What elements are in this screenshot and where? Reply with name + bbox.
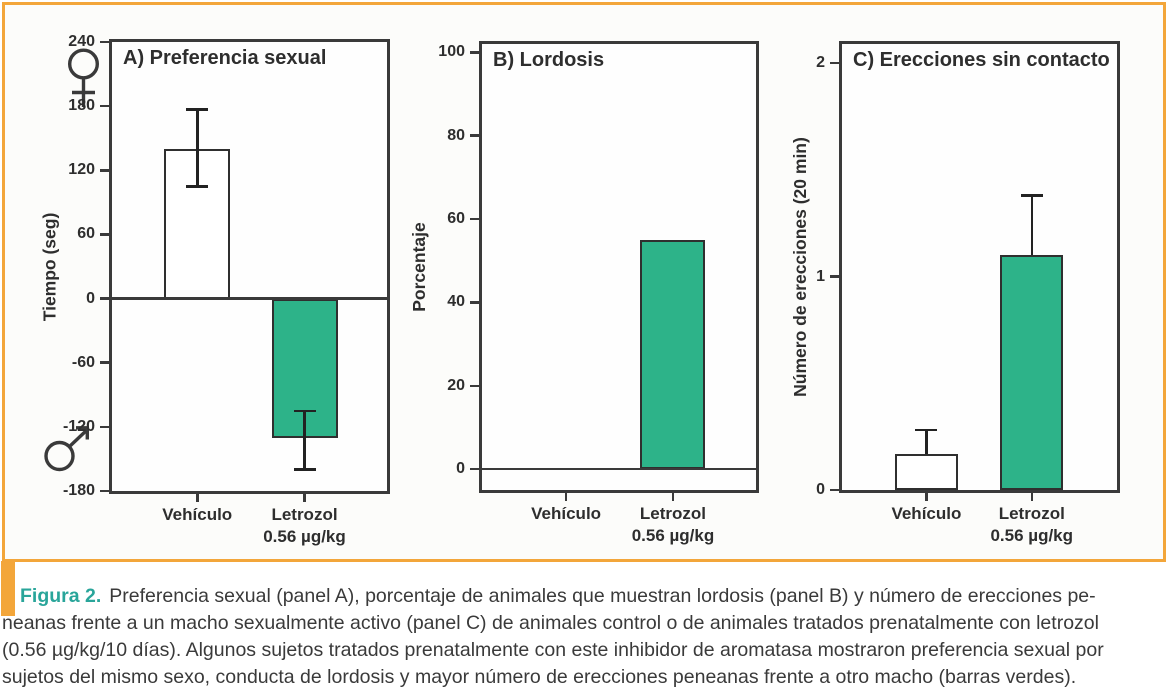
caption-line: neanas frente a un macho sexualmente act… — [2, 612, 1099, 634]
caption-line: (0.56 µg/kg/10 días). Algunos sujetos tr… — [2, 639, 1104, 661]
error-bar-cap — [293, 468, 316, 471]
x-tick-label: 0.56 µg/kg — [263, 527, 346, 546]
x-tick-label: Letrozol — [639, 504, 707, 523]
y-tick — [100, 104, 109, 108]
bar-vehiculo — [894, 453, 958, 490]
figure-number-label: Figura 2. — [20, 585, 102, 607]
x-tick — [303, 494, 306, 502]
error-bar-cap — [915, 428, 938, 432]
y-tick-label: 60 — [447, 210, 465, 228]
bar-letrozol — [1000, 255, 1064, 490]
y-tick — [470, 134, 479, 137]
x-tick — [564, 493, 568, 501]
error-bar-cap — [293, 409, 316, 413]
y-tick — [470, 467, 479, 471]
female-symbol-icon — [66, 48, 101, 110]
y-tick — [100, 40, 109, 44]
x-tick — [1030, 493, 1033, 501]
y-tick — [100, 425, 109, 429]
y-tick-label: 100 — [438, 43, 465, 61]
panel-title: A) Preferencia sexual — [123, 47, 327, 69]
y-tick-label: 80 — [447, 126, 465, 144]
error-bar-cap — [186, 108, 209, 111]
x-tick-label: Letrozol — [271, 505, 338, 524]
y-tick-label: 0 — [456, 460, 465, 478]
caption-line: Figura 2. Preferencia sexual (panel A), p… — [0, 583, 1170, 610]
zero-axis-line — [112, 297, 387, 300]
y-tick — [830, 275, 839, 278]
y-tick-label: 0 — [816, 481, 825, 498]
x-tick-label: 0.56 µg/kg — [990, 526, 1074, 545]
y-axis-label: Tiempo (seg) — [39, 212, 59, 321]
bar-letrozol — [640, 239, 706, 470]
y-tick-label: 0 — [86, 289, 95, 307]
caption-accent-tab — [1, 561, 15, 616]
zero-axis-line — [482, 467, 756, 471]
y-axis-label: Porcentaje — [409, 222, 429, 312]
error-bar-line — [1030, 195, 1033, 256]
y-axis-label: Número de erecciones (20 min) — [790, 137, 810, 397]
x-tick-label: 0.56 µg/kg — [631, 526, 715, 545]
y-tick — [100, 489, 109, 493]
panel-title: C) Erecciones sin contacto — [853, 49, 1110, 71]
y-tick-label: 2 — [816, 54, 825, 72]
y-tick-label: -120 — [62, 417, 95, 435]
plot-box — [839, 41, 1120, 493]
y-tick — [100, 169, 109, 172]
figure-frame: 240 180 120 60 0 -60 -120 -180 Vehículo Letrozol 0… — [2, 2, 1166, 562]
y-tick-label: 120 — [68, 161, 95, 179]
error-bar-cap — [1020, 194, 1043, 197]
y-tick — [830, 61, 839, 65]
y-tick-label: 1 — [816, 267, 825, 285]
x-tick-label: Letrozol — [998, 504, 1065, 523]
y-tick — [100, 233, 109, 236]
x-tick-label: Vehículo — [891, 504, 962, 523]
y-tick — [470, 51, 479, 54]
y-tick-label: 40 — [447, 293, 465, 311]
x-tick-label: Vehículo — [162, 505, 233, 524]
error-bar-line — [196, 109, 199, 187]
y-tick — [830, 488, 839, 492]
plot-box — [479, 41, 759, 493]
y-tick-label: 180 — [68, 97, 95, 115]
caption-line: sujetos del mismo sexo, conducta de lord… — [2, 666, 1077, 688]
y-tick — [470, 217, 479, 221]
caption-text: Preferencia sexual (panel A), porcentaje… — [109, 585, 1096, 607]
x-tick-label: Vehículo — [531, 504, 602, 523]
y-tick-label: -60 — [71, 353, 95, 371]
y-tick — [100, 361, 109, 364]
error-bar-cap — [186, 185, 209, 188]
x-tick — [671, 493, 675, 501]
x-tick — [925, 493, 928, 501]
y-tick — [470, 384, 479, 388]
plot-box — [109, 39, 390, 494]
panel-title: B) Lordosis — [493, 49, 605, 71]
y-tick-label: 20 — [447, 376, 465, 394]
y-tick-label: -180 — [62, 482, 95, 499]
y-tick-label: 240 — [68, 33, 95, 50]
error-bar-line — [303, 410, 306, 470]
error-bar-line — [925, 430, 928, 454]
y-tick-label: 60 — [77, 225, 95, 243]
x-tick — [196, 494, 199, 502]
y-tick — [470, 301, 479, 304]
male-symbol-icon — [43, 425, 95, 473]
y-tick — [100, 297, 109, 300]
